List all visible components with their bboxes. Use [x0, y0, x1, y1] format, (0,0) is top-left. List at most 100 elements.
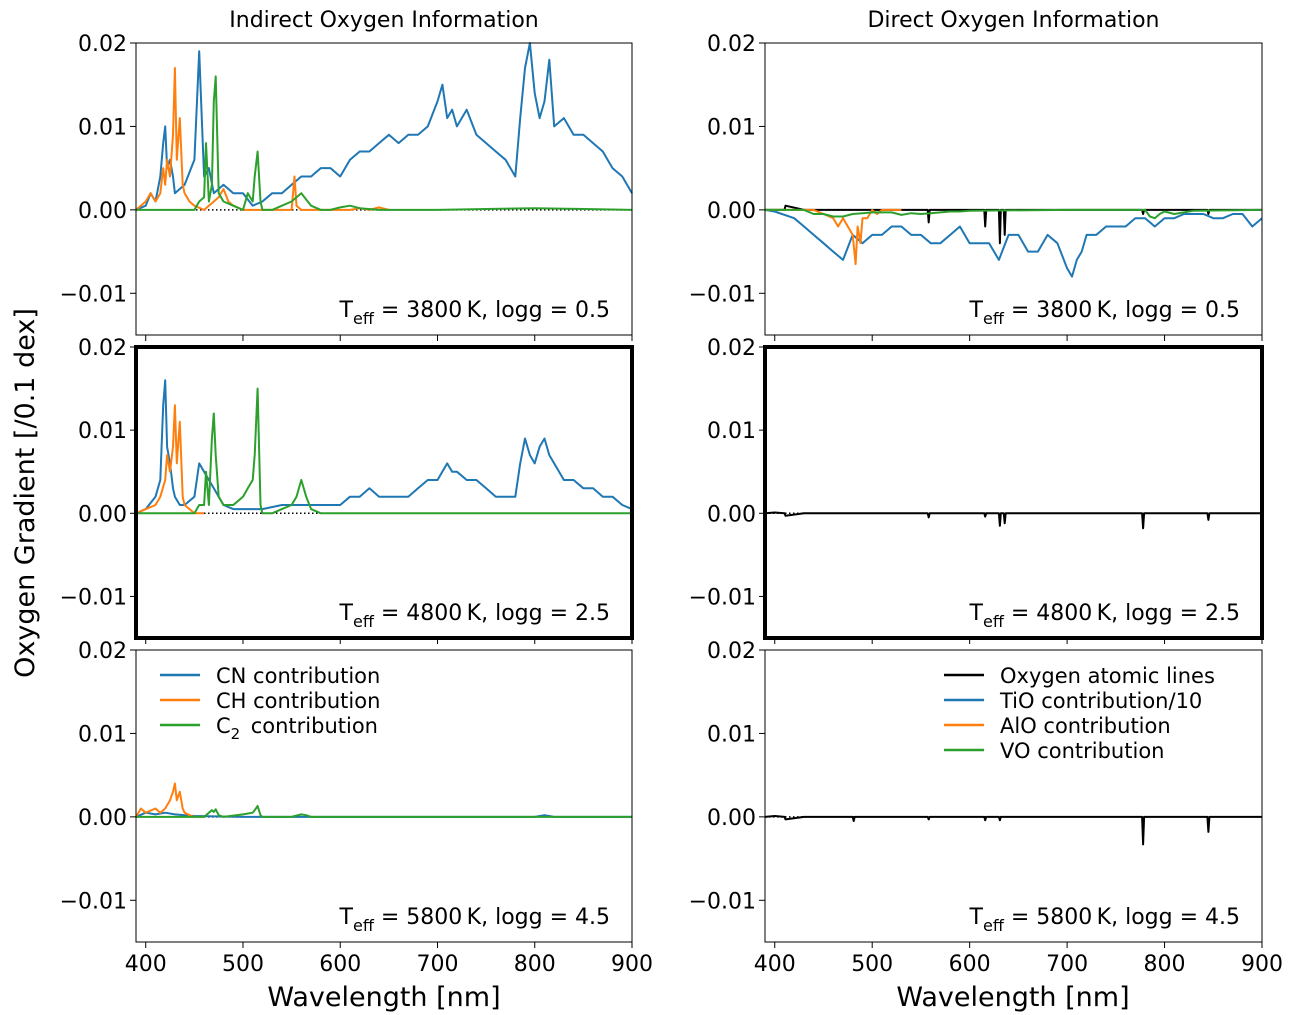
teff-symbol: T	[339, 905, 354, 930]
teff-symbol: T	[969, 601, 984, 626]
xlabel-right: Wavelength [nm]	[896, 982, 1129, 1013]
panel-indirect-3800: Indirect Oxygen Information −0.01 0.00 0.01…	[60, 8, 633, 341]
x-tick-label: 500	[222, 952, 264, 977]
panel-direct-5800: −0.01 0.00 0.01 0.02 400 500 600 700 800 900Teff …	[689, 639, 1283, 977]
series-o	[764, 815, 1262, 846]
series-vo	[765, 208, 1263, 220]
legend-label-tio: TiO contribution/10	[999, 689, 1202, 713]
teff-value: = 5800 K, logg = 4.5	[1004, 905, 1240, 930]
stellar-params-label: Teff = 3800 K, logg = 0.5	[339, 298, 610, 328]
series-cn	[135, 379, 633, 515]
y-tick-label: 0.00	[707, 806, 756, 831]
xlabel-left: Wavelength [nm]	[267, 982, 500, 1013]
teff-value: = 4800 K, logg = 2.5	[374, 601, 610, 626]
y-tick-label: −0.01	[689, 585, 756, 610]
x-tick-label: 400	[754, 952, 796, 977]
y-tick-label: 0.01	[78, 722, 127, 747]
teff-subscript: eff	[983, 612, 1005, 631]
panel-title: Indirect Oxygen Information	[229, 8, 538, 33]
y-tick-label: 0.01	[78, 115, 127, 140]
series-cn	[135, 42, 633, 211]
y-tick-label: 0.00	[707, 502, 756, 527]
panel-title: Direct Oxygen Information	[867, 8, 1159, 33]
y-tick-label: 0.01	[78, 419, 127, 444]
series-c2	[136, 387, 632, 515]
axes-frame	[135, 42, 633, 336]
y-tick-label: 0.01	[707, 115, 756, 140]
y-tick-label: −0.01	[689, 889, 756, 914]
y-tick-label: 0.02	[707, 336, 756, 361]
legend-label-c2: C2 contribution	[216, 714, 378, 743]
teff-symbol: T	[339, 298, 354, 323]
x-tick-label: 500	[851, 952, 893, 977]
stellar-params-label: Teff = 3800 K, logg = 0.5	[969, 298, 1240, 328]
teff-subscript: eff	[353, 309, 375, 328]
panel-indirect-5800: −0.01 0.00 0.01 0.02 400 500 600 700 800 900Teff …	[60, 639, 653, 977]
teff-value: = 3800 K, logg = 0.5	[1004, 298, 1240, 323]
series-cn	[135, 811, 632, 818]
x-tick-label: 600	[949, 952, 991, 977]
y-tick-label: 0.02	[78, 32, 127, 57]
series-o	[765, 204, 1262, 245]
legend-label-o: Oxygen atomic lines	[1000, 664, 1215, 688]
x-tick-label: 900	[611, 952, 653, 977]
y-tick-label: 0.02	[78, 336, 127, 361]
series-c2	[136, 75, 633, 211]
stellar-params-label: Teff = 5800 K, logg = 4.5	[339, 905, 610, 935]
teff-value: = 3800 K, logg = 0.5	[374, 298, 610, 323]
legend-label-ch: CH contribution	[216, 689, 380, 713]
y-tick-label: 0.00	[78, 502, 127, 527]
y-tick-label: 0.00	[78, 199, 127, 224]
teff-subscript: eff	[983, 916, 1005, 935]
figure-ylabel: Oxygen Gradient [/0.1 dex]	[10, 308, 41, 678]
series-ch	[135, 782, 195, 818]
teff-subscript: eff	[983, 309, 1005, 328]
axes-frame	[763, 345, 1264, 640]
panel-direct-3800: Direct Oxygen Information −0.01 0.00 0.01 0.…	[689, 8, 1263, 341]
series-c2	[136, 805, 632, 818]
teff-subscript: eff	[353, 612, 375, 631]
y-tick-label: 0.00	[78, 806, 127, 831]
axes-frame	[764, 42, 1263, 336]
x-tick-label: 800	[1144, 952, 1186, 977]
stellar-params-label: Teff = 4800 K, logg = 2.5	[339, 601, 610, 631]
teff-symbol: T	[969, 298, 984, 323]
y-tick-label: 0.01	[707, 722, 756, 747]
y-tick-label: 0.00	[707, 199, 756, 224]
y-tick-label: 0.02	[707, 32, 756, 57]
series-o	[764, 511, 1262, 530]
panel-indirect-4800: −0.01 0.00 0.01 0.02 Teff = 4800 K, logg = 2…	[60, 336, 634, 644]
series-alo	[765, 208, 902, 266]
series-ch	[135, 404, 205, 515]
teff-symbol: T	[969, 905, 984, 930]
teff-subscript: eff	[353, 916, 375, 935]
x-tick-label: 700	[1046, 952, 1088, 977]
y-tick-label: 0.01	[707, 419, 756, 444]
legend-label-alo: AlO contribution	[1000, 714, 1171, 738]
teff-value: = 5800 K, logg = 4.5	[374, 905, 610, 930]
y-tick-label: 0.02	[78, 639, 127, 664]
axes-frame	[134, 345, 634, 640]
x-tick-label: 700	[416, 952, 458, 977]
axes-frame	[764, 649, 1263, 943]
legend-label-vo: VO contribution	[1000, 739, 1164, 763]
x-tick-label: 800	[514, 952, 556, 977]
x-tick-label: 400	[125, 952, 167, 977]
panel-direct-4800: −0.01 0.00 0.01 0.02 Teff = 4800 K, logg = 2…	[689, 336, 1264, 644]
stellar-params-label: Teff = 5800 K, logg = 4.5	[969, 905, 1240, 935]
legend-label-cn: CN contribution	[216, 664, 380, 688]
stellar-params-label: Teff = 4800 K, logg = 2.5	[969, 601, 1240, 631]
x-tick-label: 600	[319, 952, 361, 977]
teff-symbol: T	[339, 601, 354, 626]
series-tio	[764, 208, 1263, 278]
y-tick-label: 0.02	[707, 639, 756, 664]
axes-frame	[135, 649, 633, 943]
y-tick-label: −0.01	[60, 282, 127, 307]
y-tick-label: −0.01	[60, 585, 127, 610]
y-tick-label: −0.01	[60, 889, 127, 914]
x-tick-label: 900	[1241, 952, 1283, 977]
teff-value: = 4800 K, logg = 2.5	[1004, 601, 1240, 626]
